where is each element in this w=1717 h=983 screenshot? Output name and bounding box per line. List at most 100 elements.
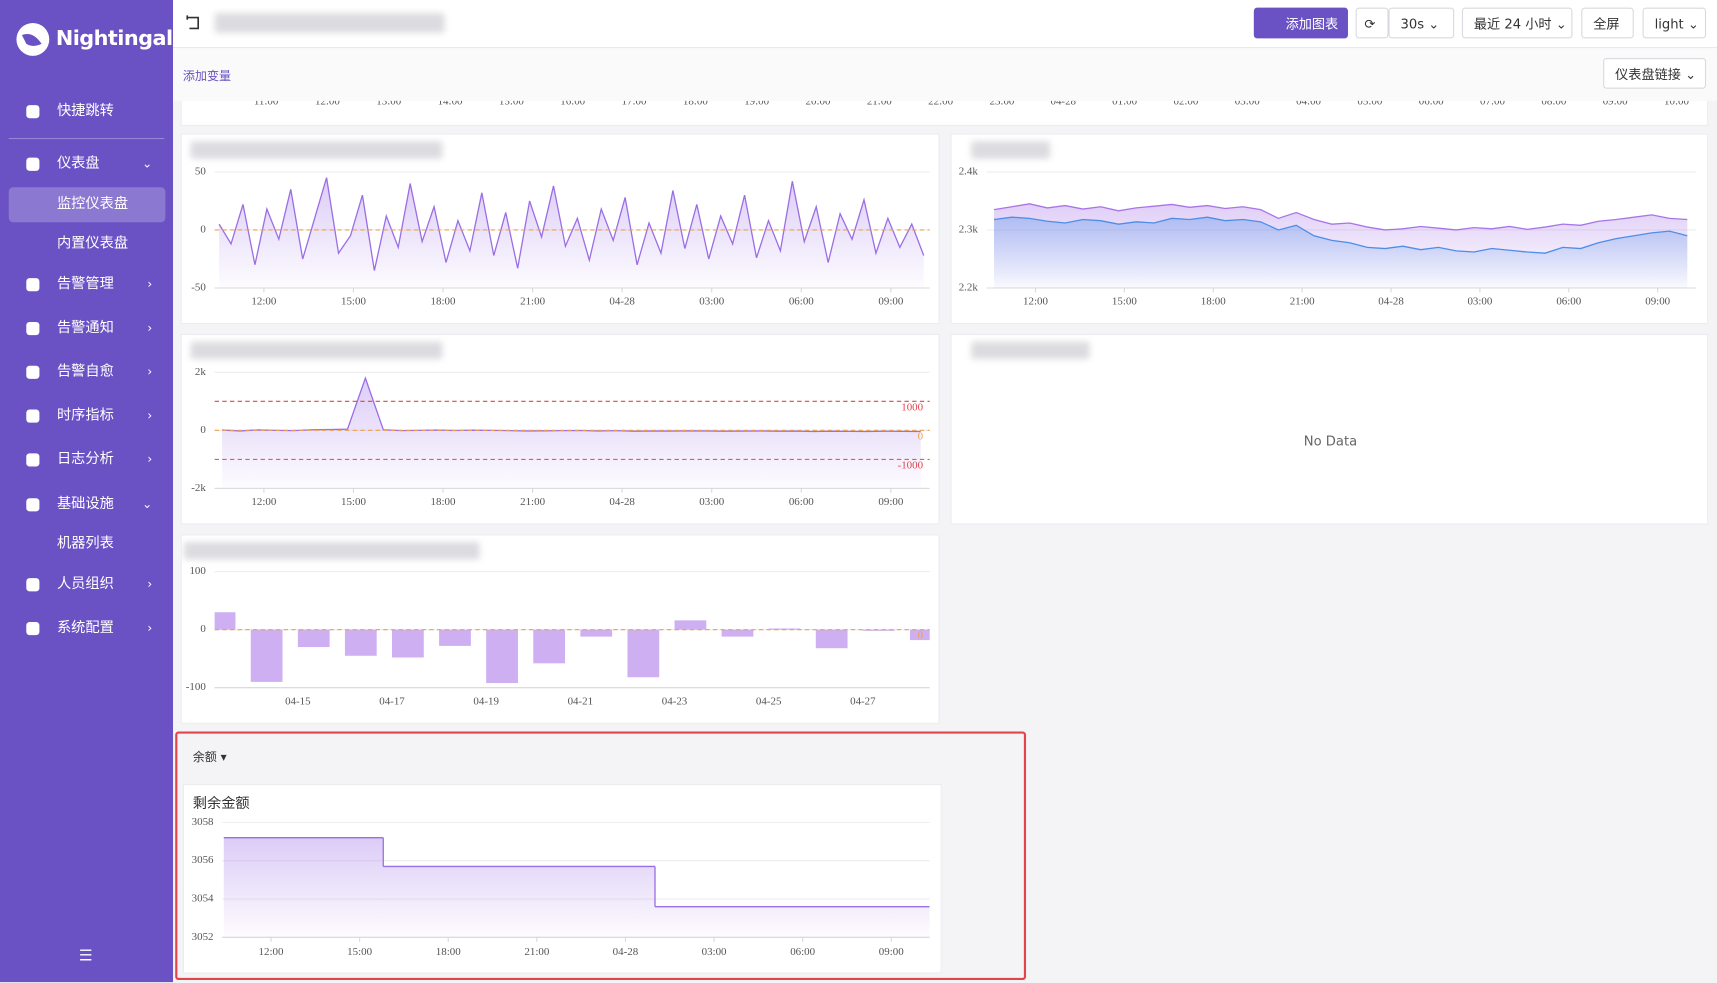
menu-chevron: › xyxy=(147,320,153,336)
time-range[interactable]: 最近 24 小时 ⌄ xyxy=(1461,7,1573,39)
x-tick-label: 12:00 xyxy=(251,496,276,508)
y-tick-label: 50 xyxy=(195,165,206,177)
add-variable-link[interactable]: 添加变量 xyxy=(182,68,232,84)
threshold-label: 1000 xyxy=(901,401,923,413)
menu-item[interactable]: 告警自愈 › xyxy=(9,355,166,390)
theme-select[interactable]: light ⌄ xyxy=(1642,7,1707,39)
menu-item[interactable]: 系统配置 › xyxy=(9,611,166,646)
x-tick-label: 21:00 xyxy=(1290,296,1315,308)
chart: -2k 0 2k 12:00 15:00 18:00 21:00 04-28 03:00 06:0… xyxy=(191,366,930,508)
panel-title: 剩余金额 xyxy=(192,796,250,813)
x-tick-label: 23:00 xyxy=(989,101,1014,108)
x-tick-label: 21:00 xyxy=(867,101,892,108)
panel: -50 0 50 12:00 15:00 18:00 21:00 04-28 03:00 06:0… xyxy=(180,133,940,325)
x-tick-label: 19:00 xyxy=(744,101,769,108)
x-tick-label: 03:00 xyxy=(699,296,724,308)
menu-label: 告警管理 xyxy=(56,275,114,293)
menu-chevron: › xyxy=(147,277,153,292)
x-tick-label: 04-21 xyxy=(568,695,594,707)
menu-chevron: › xyxy=(147,408,153,423)
threshold-label: -1000 xyxy=(898,459,924,471)
menu-label: 监控仪表盘 xyxy=(56,196,129,213)
x-tick-label: 08:00 xyxy=(1541,101,1566,108)
menu-item[interactable]: 日志分析 › xyxy=(9,442,166,477)
x-tick-label: 06:00 xyxy=(1419,101,1444,108)
variable-bar: 添加变量 仪表盘链接 ⌄ xyxy=(173,48,1717,101)
menu-label: 基础设施 xyxy=(56,496,114,513)
panel: 2.2k 2.3k 2.4k 12:00 15:00 18:00 21:00 04-28 03:… xyxy=(950,133,1709,325)
menu-item[interactable]: 内置仪表盘 xyxy=(9,227,166,262)
menu-label: 告警自愈 xyxy=(56,363,114,380)
menu-chevron: ⌄ xyxy=(142,497,153,512)
menu-icon xyxy=(26,278,40,292)
x-tick-label: 21:00 xyxy=(520,496,545,508)
x-tick-label: 12:00 xyxy=(251,296,276,308)
refresh-interval[interactable]: 30s ⌄ xyxy=(1388,7,1455,39)
y-tick-label: -2k xyxy=(191,482,206,494)
x-tick-label: 04-27 xyxy=(850,695,876,707)
logo-icon xyxy=(16,22,50,56)
x-tick-label: 13:00 xyxy=(376,101,401,108)
back-button[interactable] xyxy=(184,13,204,33)
plot xyxy=(214,612,930,684)
x-tick-label: 12:00 xyxy=(315,101,340,108)
refresh-button[interactable]: ⟳ xyxy=(1355,7,1389,39)
divider xyxy=(8,137,165,140)
sidebar: Nightingale 快捷跳转 仪表盘 ⌄ 监控仪表盘 内置仪表盘 告警管理 › 告警通知 ›… xyxy=(0,0,187,983)
series-line xyxy=(222,376,921,433)
bar xyxy=(297,629,330,648)
no-data-message: No Data xyxy=(1303,433,1358,449)
x-tick-label: 06:00 xyxy=(1556,296,1581,308)
y-tick-label: 2.2k xyxy=(959,282,979,294)
x-tick-label: 18:00 xyxy=(431,296,456,308)
plot xyxy=(993,203,1688,288)
menu-icon xyxy=(26,105,40,119)
menu-item[interactable]: 机器列表 xyxy=(9,527,166,562)
fullscreen-button[interactable]: 全屏 xyxy=(1581,7,1634,39)
menu-item[interactable]: 告警通知 › xyxy=(9,311,166,346)
chart: 3052 3054 3056 3058 12:00 15:00 18:00 21:00 04-2… xyxy=(192,816,930,958)
x-tick-label: 15:00 xyxy=(341,496,366,508)
menu-label: 日志分析 xyxy=(56,451,114,468)
plot xyxy=(218,177,925,288)
x-tick-label: 03:00 xyxy=(702,946,727,958)
menu-item[interactable]: 告警管理 › xyxy=(9,267,166,302)
x-tick-label: 05:00 xyxy=(1357,101,1382,108)
x-tick-label: 03:00 xyxy=(1235,101,1260,108)
menu-label: 机器列表 xyxy=(56,535,114,552)
x-tick-label: 21:00 xyxy=(524,946,549,958)
menu-item[interactable]: 监控仪表盘 xyxy=(8,187,166,223)
menu-label: 快捷跳转 xyxy=(56,102,114,120)
group-header[interactable]: 余额 ▾ xyxy=(192,750,227,765)
collapse-button[interactable]: ☰ xyxy=(78,947,93,965)
menu-label: 仪表盘 xyxy=(56,155,100,172)
threshold-label: 0 xyxy=(918,430,924,442)
menu-item[interactable]: 仪表盘 ⌄ xyxy=(9,147,166,182)
plot xyxy=(223,837,930,938)
series-line xyxy=(993,203,1688,231)
x-tick-label: 11:00 xyxy=(254,101,279,108)
x-tick-label: 12:00 xyxy=(259,946,284,958)
menu-icon xyxy=(26,453,40,467)
add-chart-button[interactable]: 添加图表 xyxy=(1253,7,1348,39)
x-tick-label: 22:00 xyxy=(928,101,953,108)
menu-item[interactable]: 基础设施 ⌄ xyxy=(9,487,166,522)
menu-item[interactable]: 人员组织 › xyxy=(9,567,166,602)
y-tick-label: 2.4k xyxy=(959,165,979,177)
top-strip-axis: 11:00 12:00 13:00 14:00 15:00 16:00 17:00 18:00… xyxy=(254,101,1690,108)
theme-text: light xyxy=(1654,16,1684,32)
bar xyxy=(721,629,754,637)
menu-icon xyxy=(26,409,40,423)
menu-item[interactable]: 快捷跳转 xyxy=(9,94,166,129)
x-tick-label: 16:00 xyxy=(560,101,585,108)
threshold-label: 0 xyxy=(918,630,924,642)
area-fill xyxy=(222,378,921,489)
x-tick-label: 15:00 xyxy=(1112,296,1137,308)
bar xyxy=(392,629,424,658)
panel-title-blurred xyxy=(190,341,443,360)
menu-item[interactable]: 时序指标 › xyxy=(9,399,166,434)
topbar: 添加图表 ⟳ 30s ⌄ 最近 24 小时 ⌄ 全屏 light ⌄ xyxy=(173,0,1717,49)
dashboard-link-select[interactable]: 仪表盘链接 ⌄ xyxy=(1603,58,1707,89)
menu-label: 时序指标 xyxy=(56,407,114,424)
plot xyxy=(222,376,921,489)
